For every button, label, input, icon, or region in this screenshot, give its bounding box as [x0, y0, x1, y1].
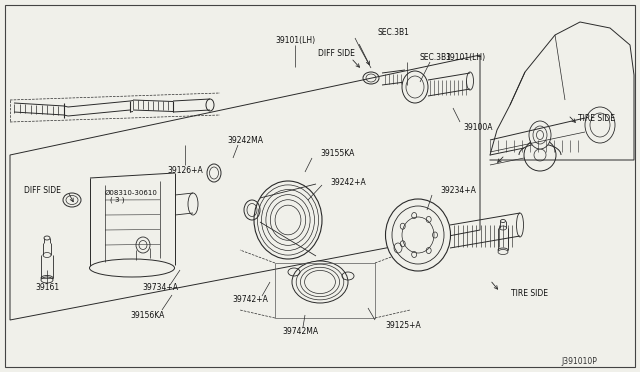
Ellipse shape	[498, 250, 508, 254]
Text: 39734+A: 39734+A	[142, 283, 178, 292]
Text: 39100A: 39100A	[463, 122, 493, 131]
Text: 39742+A: 39742+A	[232, 295, 268, 305]
Text: 39742MA: 39742MA	[282, 327, 318, 337]
Bar	[275, 263, 375, 318]
Ellipse shape	[90, 259, 175, 277]
Text: SEC.3B1: SEC.3B1	[377, 28, 409, 36]
Text: 39101(LH): 39101(LH)	[275, 35, 315, 45]
Text: SEC.3B1: SEC.3B1	[420, 52, 452, 61]
Text: J391010P: J391010P	[561, 357, 597, 366]
Text: TIRE SIDE: TIRE SIDE	[579, 113, 616, 122]
Ellipse shape	[585, 107, 615, 143]
Text: 39242+A: 39242+A	[330, 177, 365, 186]
Ellipse shape	[254, 181, 322, 259]
Text: 39161: 39161	[35, 283, 59, 292]
Text: 39125+A: 39125+A	[385, 321, 420, 330]
Text: 39126+A: 39126+A	[167, 166, 203, 174]
Ellipse shape	[529, 121, 551, 149]
Text: TIRE SIDE: TIRE SIDE	[511, 289, 548, 298]
Text: 39234+A: 39234+A	[440, 186, 476, 195]
Text: DIFF SIDE: DIFF SIDE	[24, 186, 60, 195]
Text: 39242MA: 39242MA	[227, 135, 263, 144]
Ellipse shape	[385, 199, 451, 271]
Ellipse shape	[41, 277, 53, 283]
Text: DIFF SIDE: DIFF SIDE	[318, 48, 355, 58]
Text: 39155KA: 39155KA	[320, 148, 355, 157]
Ellipse shape	[402, 71, 428, 103]
Text: 39156KA: 39156KA	[131, 311, 165, 320]
Text: Ø08310-30610: Ø08310-30610	[105, 190, 158, 196]
Text: 39101(LH): 39101(LH)	[445, 52, 485, 61]
Text: ( 3 ): ( 3 )	[110, 197, 125, 203]
Ellipse shape	[292, 261, 348, 303]
